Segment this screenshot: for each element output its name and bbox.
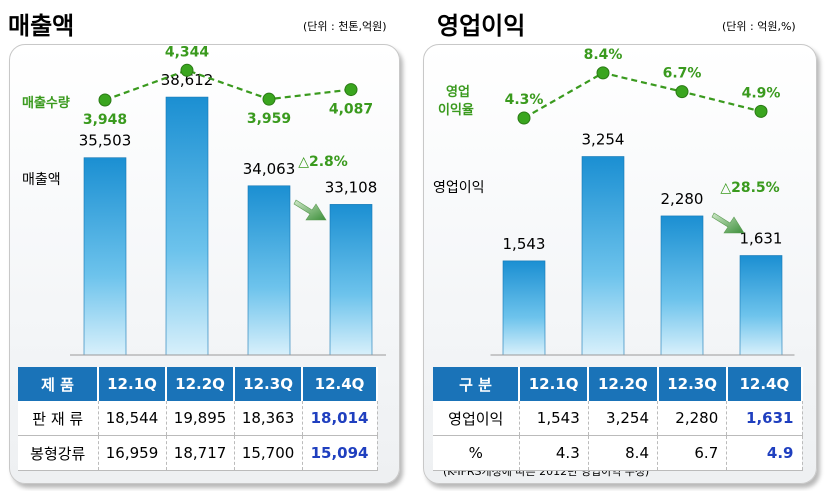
table-cell: 16,959: [98, 435, 167, 471]
bar: [739, 255, 783, 356]
table-row: 영업이익 1,543 3,254 2,280 1,631: [433, 401, 803, 436]
line-series-label: 이익율: [438, 102, 474, 118]
line-value-label: 4.3%: [505, 92, 544, 108]
row-label: 영업이익: [433, 401, 520, 436]
bar-value-label: 34,063: [243, 160, 296, 178]
line-value-label: 8.4%: [584, 47, 623, 63]
bar-value-label: 1,631: [740, 230, 783, 248]
left-header-cell: 제 품: [18, 367, 99, 401]
line-point: [596, 66, 610, 80]
bar-value-label: 2,280: [661, 190, 704, 208]
line-value-label: 4,087: [329, 102, 373, 118]
line-value-label: 3,959: [247, 111, 291, 127]
line-series-label: 영업: [446, 85, 470, 100]
table-cell: 1,631: [726, 401, 803, 436]
right-header-cell: 구 분: [433, 367, 520, 401]
right-table: 구 분 12.1Q 12.2Q 12.3Q 12.4Q 영업이익 1,543 3…: [433, 367, 804, 471]
line-value-label: 3,948: [83, 112, 127, 128]
table-cell: 2,280: [657, 401, 728, 436]
bar: [502, 260, 546, 356]
line-point: [517, 111, 531, 125]
right-title: 영업이익: [437, 12, 526, 40]
change-label: △2.8%: [298, 154, 348, 170]
line-value-label: 4,344: [165, 44, 210, 60]
series-line: [523, 71, 762, 119]
down-arrow-icon: [293, 199, 327, 221]
table-cell: 4.3: [519, 435, 589, 471]
line-point: [754, 104, 768, 118]
table-row: 봉형강류 16,959 18,717 15,700 15,094: [18, 435, 378, 471]
line-value-label: 6.7%: [663, 66, 702, 82]
right-table-header: 구 분 12.1Q 12.2Q 12.3Q 12.4Q: [433, 367, 804, 401]
table-cell: 4.9: [726, 435, 803, 471]
left-header-cell: 12.2Q: [166, 367, 236, 401]
row-label: %: [433, 435, 520, 471]
row-label: 봉형강류: [18, 435, 99, 471]
table-cell: 19,895: [166, 401, 235, 436]
line-point: [180, 63, 194, 77]
bar: [581, 156, 625, 356]
table-cell: 18,717: [166, 435, 235, 471]
table-cell: 15,700: [234, 435, 303, 471]
line-point: [344, 83, 358, 97]
left-unit: (단위 : 천톤,억원): [303, 20, 387, 33]
line-point: [98, 93, 112, 107]
bar-value-label: 35,503: [79, 132, 132, 150]
left-title: 매출액: [8, 12, 75, 40]
left-table-header: 제 품 12.1Q 12.2Q 12.3Q 12.4Q: [18, 367, 378, 401]
right-header-cell: 12.3Q: [657, 367, 728, 401]
bar: [660, 215, 704, 356]
table-row: % 4.3 8.4 6.7 4.9: [433, 435, 803, 471]
bar: [247, 185, 291, 356]
table-cell: 15,094: [302, 435, 378, 471]
change-label: △28.5%: [720, 180, 779, 196]
bar-series-label: 매출액: [22, 172, 61, 188]
bar: [83, 157, 127, 356]
bar-series-label: 영업이익: [433, 180, 485, 196]
bar: [165, 96, 209, 356]
bar-value-label: 33,108: [325, 178, 378, 196]
table-cell: 18,544: [98, 401, 167, 436]
table-cell: 8.4: [588, 435, 659, 471]
right-unit: (단위 : 억원,%): [722, 20, 796, 33]
bar-value-label: 1,543: [503, 235, 546, 253]
left-header-cell: 12.1Q: [98, 367, 168, 401]
right-header-cell: 12.4Q: [726, 367, 804, 401]
line-value-label: 4.9%: [742, 85, 781, 101]
bar: [329, 204, 373, 356]
right-header-cell: 12.2Q: [588, 367, 659, 401]
table-cell: 1,543: [519, 401, 589, 436]
row-label: 판 재 류: [18, 401, 99, 436]
left-header-cell: 12.3Q: [234, 367, 304, 401]
table-cell: 18,014: [302, 401, 378, 436]
line-point: [262, 92, 276, 106]
right-header-cell: 12.1Q: [519, 367, 590, 401]
table-cell: 3,254: [588, 401, 659, 436]
left-header-cell: 12.4Q: [302, 367, 378, 401]
down-arrow-icon: [711, 212, 745, 234]
table-cell: 6.7: [657, 435, 728, 471]
left-table: 제 품 12.1Q 12.2Q 12.3Q 12.4Q 판 재 류 18,544…: [18, 367, 378, 471]
line-series-label: 매출수량: [22, 95, 70, 111]
table-cell: 18,363: [234, 401, 303, 436]
bar-value-label: 3,254: [582, 131, 625, 149]
line-point: [675, 85, 689, 99]
series-line: [104, 69, 352, 102]
table-row: 판 재 류 18,544 19,895 18,363 18,014: [18, 401, 378, 436]
